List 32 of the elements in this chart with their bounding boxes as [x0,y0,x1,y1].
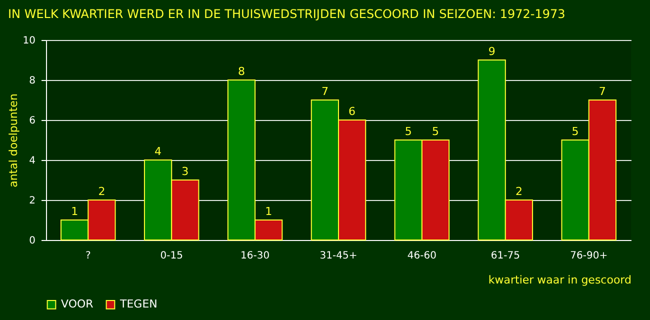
y-tick-label: 8 [29,76,36,86]
y-tick-label: 10 [22,36,36,46]
data-label: 2 [98,185,106,198]
x-tick-label: ? [85,250,91,262]
y-tick-label: 4 [29,156,36,166]
data-label: 9 [488,45,496,58]
data-label: 1 [265,205,272,218]
data-label: 5 [432,125,440,138]
data-label: 4 [154,145,162,158]
y-axis-title: antal doelpunten [6,94,20,188]
x-tick-label: 61-75 [490,250,520,262]
y-tick-label: 0 [29,236,36,246]
x-tick-label: 16-30 [240,250,270,262]
data-label: 6 [348,105,356,118]
data-label: 1 [71,205,78,218]
data-label: 7 [598,85,606,98]
data-label: 5 [572,125,579,138]
data-label: 5 [404,125,412,138]
x-axis-title: kwartier waar in gescoord [488,274,632,286]
data-label: 3 [182,165,189,178]
data-label: 7 [321,85,328,98]
y-tick-label: 6 [29,116,36,126]
x-tick-label: 31-45+ [320,250,358,262]
chart-title: IN WELK KWARTIER WERD ER IN DE THUISWEDSTRIJDEN GESCOORD IN SEIZOEN: 1972-1973 [8,7,566,21]
x-tick-label: 46-60 [407,250,436,262]
data-label: 2 [515,185,522,198]
legend-label: TEGEN [119,298,158,311]
x-tick-label: 0-15 [160,250,183,262]
legend-label: VOOR [61,298,94,311]
data-label: 8 [238,65,245,78]
y-tick-label: 2 [29,196,36,206]
x-tick-label: 76-90+ [570,250,608,262]
